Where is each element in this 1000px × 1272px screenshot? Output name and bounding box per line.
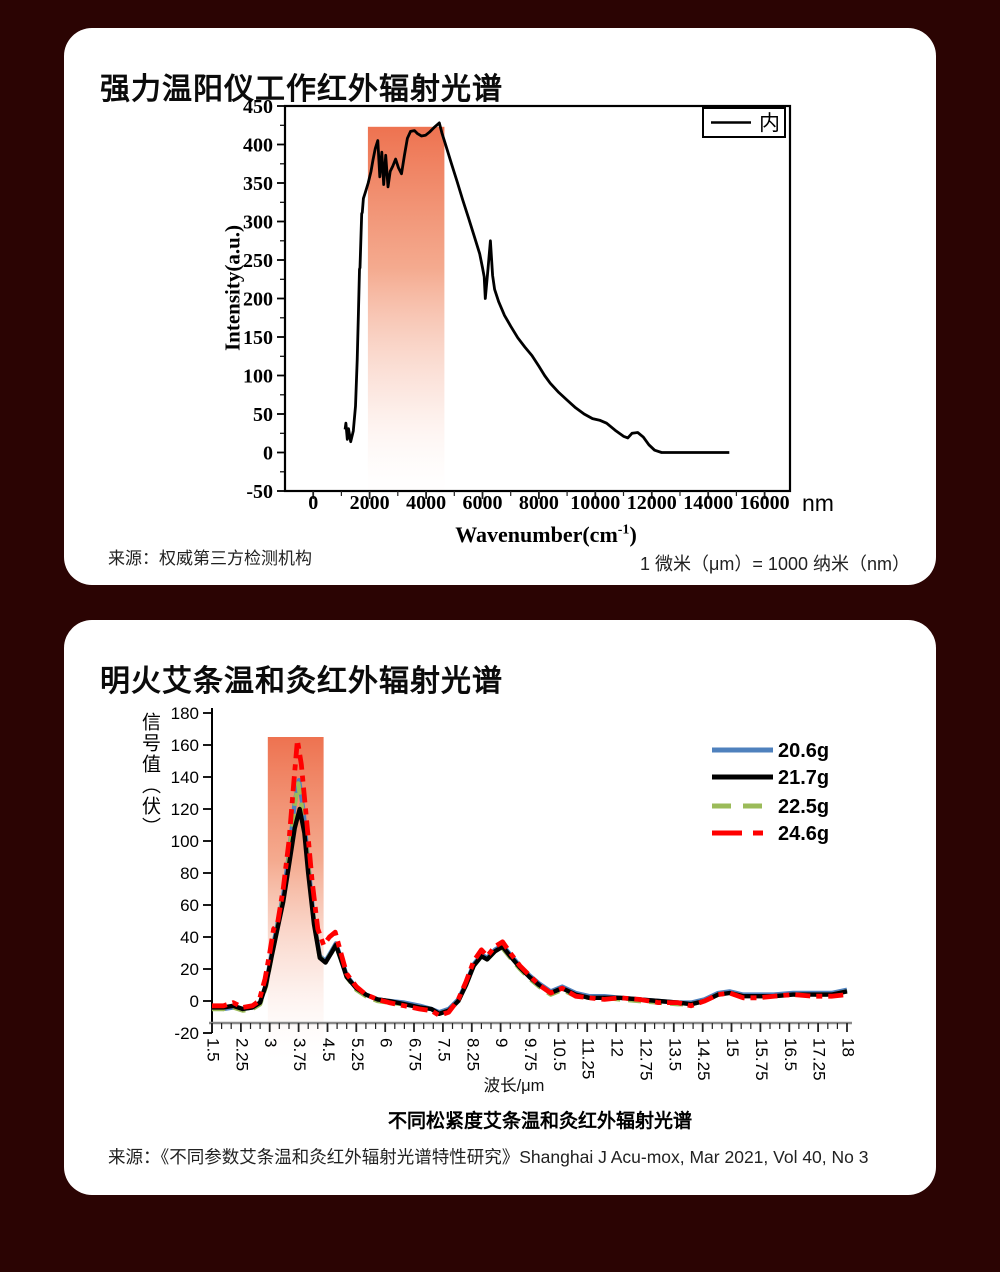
y-tick-label: 100 <box>171 832 199 851</box>
series-line-内 <box>343 121 730 454</box>
legend-label-21.7g: 21.7g <box>778 767 829 789</box>
chart1-x-axis-label-close: ) <box>629 522 637 547</box>
x-tick-label: 10.5 <box>550 1038 569 1071</box>
panel-moxa-spectrum: 明火艾条温和灸红外辐射光谱 信号值（伏） 波长/μm 1.5 2.25 3 3.75 4… <box>64 620 936 1195</box>
x-tick-label: 9.75 <box>521 1038 540 1071</box>
x-tick-label: 14000 <box>683 492 733 514</box>
y-tick-label: 300 <box>243 211 273 233</box>
x-tick-label: 1.5 <box>204 1038 223 1062</box>
series-line-24.6g <box>212 737 848 1018</box>
x-tick-label: 5.25 <box>348 1038 367 1071</box>
y-tick-label: 150 <box>243 327 273 349</box>
chart1-x-axis-label-main: Wavenumber(cm <box>455 522 618 547</box>
y-tick-label: 250 <box>243 250 273 272</box>
panel2-caption: 不同松紧度艾条温和灸红外辐射光谱 <box>387 1111 692 1132</box>
y-tick-label: 20 <box>180 960 199 979</box>
chart2-y-axis-label: 信号值（伏） <box>139 712 160 838</box>
panel2-source: 来源：《不同参数艾条温和灸红外辐射光谱特性研究》Shanghai J Acu-m… <box>108 1147 869 1167</box>
panel1-title: 强力温阳仪工作红外辐射光谱 <box>100 73 503 107</box>
chart1-x-axis-label-superscript: -1 <box>617 522 630 538</box>
x-axis-ticks: 1.5 2.25 3 3.75 4.5 5.25 6 6.75 7.5 8.25 9 9.75 10.5… <box>204 1023 858 1081</box>
x-tick-label: 16000 <box>740 492 790 514</box>
x-tick-label: 14.25 <box>694 1038 713 1081</box>
y-tick-label: -20 <box>174 1024 199 1043</box>
y-tick-label: 350 <box>243 173 273 195</box>
legend-label-22.5g: 22.5g <box>778 796 829 818</box>
legend-label-内: 内 <box>759 112 780 135</box>
x-tick-label: 11.25 <box>579 1038 598 1079</box>
y-tick-label: 140 <box>171 768 199 787</box>
x-tick-label: 12 <box>608 1038 627 1057</box>
legend-label-20.6g: 20.6g <box>778 740 829 762</box>
panel1-conversion-note: 1 微米（μm）= 1000 纳米（nm） <box>640 554 910 574</box>
legend: 内 <box>702 107 786 138</box>
x-tick-label: 2000 <box>350 492 390 514</box>
y-tick-label: 160 <box>171 736 199 755</box>
y-tick-label: 120 <box>171 800 199 819</box>
y-tick-label: 100 <box>243 365 273 387</box>
chart2-x-axis-label: 波长/μm <box>483 1077 545 1095</box>
instrument-spectrum-chart: Intensity(a.u.) Wavenumber(cm-1) nm 0 200… <box>64 92 936 562</box>
instrument-spectrum-chart-svg: 0 2000 4000 6000 8000 10000 12000 14000 16000450… <box>243 96 792 514</box>
x-tick-label: 3.75 <box>290 1038 309 1071</box>
x-tick-label: 15.75 <box>752 1038 771 1081</box>
x-tick-label: 4000 <box>406 492 446 514</box>
highlight-band <box>367 126 445 500</box>
x-tick-label: 2.25 <box>232 1038 251 1071</box>
x-tick-label: 18 <box>839 1038 858 1057</box>
panel2-title: 明火艾条温和灸红外辐射光谱 <box>100 665 503 699</box>
x-tick-label: 12000 <box>627 492 677 514</box>
y-axis-ticks: 180 160 140 120 100 80 60 40 20 0 -20 <box>171 704 212 1043</box>
x-tick-label: 10000 <box>570 492 620 514</box>
y-tick-label: 0 <box>263 442 273 464</box>
y-tick-label: 0 <box>190 992 199 1011</box>
x-tick-label: 16.5 <box>781 1038 800 1071</box>
x-tick-label: 3 <box>261 1038 280 1047</box>
moxa-spectrum-chart-svg: 1.5 2.25 3 3.75 4.5 5.25 6 6.75 7.5 8.25 9 9.75 10.5… <box>171 704 858 1081</box>
y-tick-label: -50 <box>246 481 273 503</box>
x-tick-label: 0 <box>308 492 318 514</box>
moxa-spectrum-chart: 信号值（伏） 波长/μm 1.5 2.25 3 3.75 4.5 5.25 6 6.75 7.5… <box>64 700 936 1112</box>
x-tick-label: 8.25 <box>463 1038 482 1071</box>
y-tick-label: 450 <box>243 96 273 118</box>
x-tick-label: 13.5 <box>665 1038 684 1071</box>
y-tick-label: 50 <box>253 404 273 426</box>
panel-instrument-spectrum: 强力温阳仪工作红外辐射光谱 Intensity(a.u.) Wavenumber… <box>64 28 936 585</box>
x-tick-label: 7.5 <box>434 1038 453 1062</box>
y-tick-label: 40 <box>180 928 199 947</box>
legend: 20.6g 21.7g 22.5g 24.6g <box>712 740 829 845</box>
y-tick-label: 180 <box>171 704 199 723</box>
chart1-y-axis-label: Intensity(a.u.) <box>220 224 245 352</box>
x-tick-label: 4.5 <box>319 1038 338 1062</box>
chart1-x-unit-label: nm <box>802 490 834 516</box>
legend-label-24.6g: 24.6g <box>778 823 829 845</box>
chart1-x-axis-label: Wavenumber(cm-1) <box>455 522 637 548</box>
x-axis-ticks: 0 2000 4000 6000 8000 10000 12000 14000 16000 <box>308 491 790 514</box>
x-tick-label: 6000 <box>463 492 503 514</box>
y-tick-label: 80 <box>180 864 199 883</box>
x-tick-label: 12.75 <box>637 1038 656 1081</box>
x-tick-label: 17.25 <box>810 1038 829 1081</box>
x-tick-label: 8000 <box>519 492 559 514</box>
x-tick-label: 9 <box>492 1038 511 1047</box>
x-tick-label: 6.75 <box>406 1038 425 1071</box>
x-tick-label: 6 <box>377 1038 396 1047</box>
plot-frame <box>283 104 792 493</box>
y-tick-label: 200 <box>243 288 273 310</box>
y-tick-label: 400 <box>243 134 273 156</box>
x-tick-label: 15 <box>723 1038 742 1057</box>
y-tick-label: 60 <box>180 896 199 915</box>
y-axis-ticks: 450 400 350 300 250 200 150 100 50 0 -50 <box>243 96 285 503</box>
panel1-source: 来源：权威第三方检测机构 <box>108 549 312 568</box>
